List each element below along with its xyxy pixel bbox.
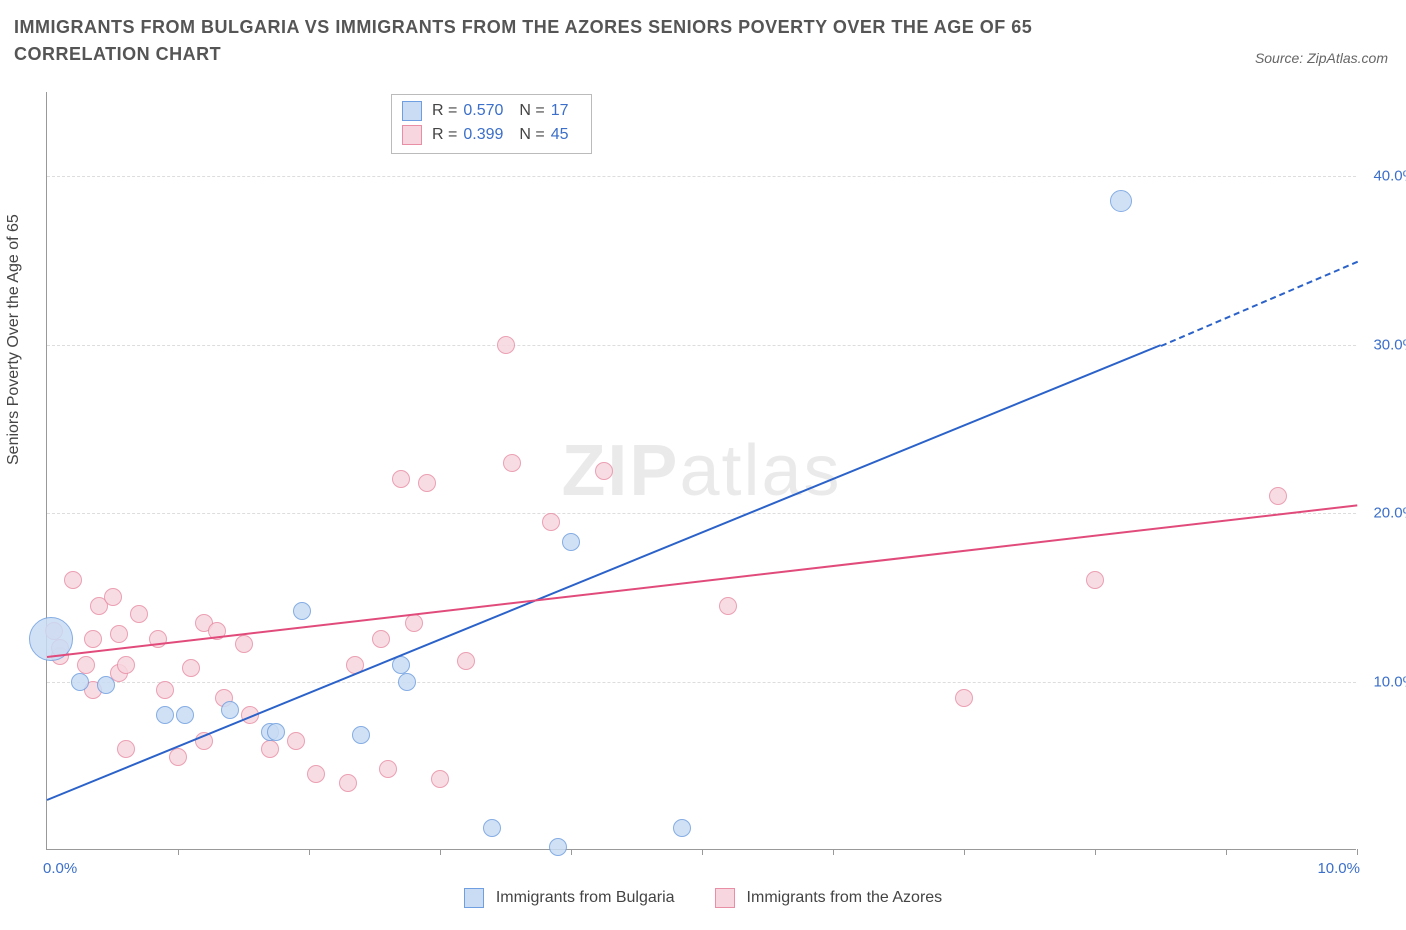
r-value: 0.570 xyxy=(463,99,513,123)
data-point-azores xyxy=(261,740,279,758)
data-point-bulgaria xyxy=(71,673,89,691)
x-tick xyxy=(702,849,703,855)
data-point-bulgaria xyxy=(293,602,311,620)
stats-box: R =0.570N = 17 R =0.399N = 45 xyxy=(391,94,592,154)
n-value: 45 xyxy=(551,123,581,147)
source-attribution: Source: ZipAtlas.com xyxy=(1255,50,1388,66)
legend-swatch xyxy=(402,101,422,121)
x-tick xyxy=(309,849,310,855)
data-point-bulgaria xyxy=(562,533,580,551)
data-point-azores xyxy=(84,630,102,648)
y-axis-label: Seniors Poverty Over the Age of 65 xyxy=(5,214,23,465)
data-point-bulgaria xyxy=(176,706,194,724)
data-point-azores xyxy=(955,689,973,707)
stats-row: R =0.399N = 45 xyxy=(402,123,581,147)
data-point-azores xyxy=(431,770,449,788)
plot-area: ZIPatlas 10.0%20.0%30.0%40.0%0.0%10.0%R … xyxy=(46,92,1356,850)
x-axis-end-label: 10.0% xyxy=(1317,860,1360,877)
data-point-azores xyxy=(110,625,128,643)
data-point-bulgaria xyxy=(221,701,239,719)
data-point-bulgaria xyxy=(352,726,370,744)
y-tick-label: 40.0% xyxy=(1366,168,1406,185)
x-tick xyxy=(178,849,179,855)
data-point-azores xyxy=(117,656,135,674)
x-tick xyxy=(833,849,834,855)
x-tick xyxy=(571,849,572,855)
chart-container: IMMIGRANTS FROM BULGARIA VS IMMIGRANTS F… xyxy=(0,0,1406,930)
data-point-azores xyxy=(130,605,148,623)
x-tick xyxy=(1357,849,1358,855)
legend-swatch xyxy=(464,888,484,908)
data-point-azores xyxy=(307,765,325,783)
trend-line xyxy=(1160,261,1357,347)
r-label: R = xyxy=(432,123,457,147)
data-point-azores xyxy=(169,748,187,766)
data-point-bulgaria xyxy=(398,673,416,691)
data-point-azores xyxy=(497,336,515,354)
legend-swatch xyxy=(715,888,735,908)
data-point-azores xyxy=(287,732,305,750)
legend-swatch xyxy=(402,125,422,145)
data-point-azores xyxy=(719,597,737,615)
x-tick xyxy=(1226,849,1227,855)
data-point-azores xyxy=(595,462,613,480)
data-point-azores xyxy=(339,774,357,792)
data-point-azores xyxy=(117,740,135,758)
data-point-azores xyxy=(1086,571,1104,589)
x-tick xyxy=(1095,849,1096,855)
y-tick-label: 30.0% xyxy=(1366,336,1406,353)
legend-item: Immigrants from the Azores xyxy=(715,888,943,908)
gridline xyxy=(47,682,1356,683)
data-point-azores xyxy=(542,513,560,531)
r-label: R = xyxy=(432,99,457,123)
data-point-azores xyxy=(392,470,410,488)
trend-line xyxy=(47,505,1357,659)
data-point-bulgaria xyxy=(1110,190,1132,212)
data-point-azores xyxy=(182,659,200,677)
gridline xyxy=(47,513,1356,514)
data-point-bulgaria xyxy=(549,838,567,856)
y-tick-label: 10.0% xyxy=(1366,673,1406,690)
bottom-legend: Immigrants from Bulgaria Immigrants from … xyxy=(0,888,1406,908)
data-point-azores xyxy=(372,630,390,648)
chart-title: IMMIGRANTS FROM BULGARIA VS IMMIGRANTS F… xyxy=(14,14,1114,68)
data-point-azores xyxy=(104,588,122,606)
stats-row: R =0.570N = 17 xyxy=(402,99,581,123)
data-point-azores xyxy=(77,656,95,674)
data-point-bulgaria xyxy=(673,819,691,837)
n-label: N = xyxy=(519,123,544,147)
y-tick-label: 20.0% xyxy=(1366,505,1406,522)
data-point-azores xyxy=(457,652,475,670)
data-point-azores xyxy=(418,474,436,492)
data-point-azores xyxy=(379,760,397,778)
data-point-azores xyxy=(64,571,82,589)
legend-label: Immigrants from the Azores xyxy=(747,889,943,907)
legend-item: Immigrants from Bulgaria xyxy=(464,888,675,908)
x-tick xyxy=(440,849,441,855)
x-tick xyxy=(964,849,965,855)
data-point-bulgaria xyxy=(267,723,285,741)
data-point-bulgaria xyxy=(97,676,115,694)
data-point-azores xyxy=(1269,487,1287,505)
data-point-azores xyxy=(235,635,253,653)
r-value: 0.399 xyxy=(463,123,513,147)
trend-line xyxy=(47,345,1161,802)
n-value: 17 xyxy=(551,99,581,123)
data-point-azores xyxy=(156,681,174,699)
data-point-bulgaria xyxy=(483,819,501,837)
legend-label: Immigrants from Bulgaria xyxy=(496,889,675,907)
gridline xyxy=(47,176,1356,177)
n-label: N = xyxy=(519,99,544,123)
data-point-bulgaria xyxy=(156,706,174,724)
x-axis-start-label: 0.0% xyxy=(43,860,77,877)
data-point-azores xyxy=(503,454,521,472)
